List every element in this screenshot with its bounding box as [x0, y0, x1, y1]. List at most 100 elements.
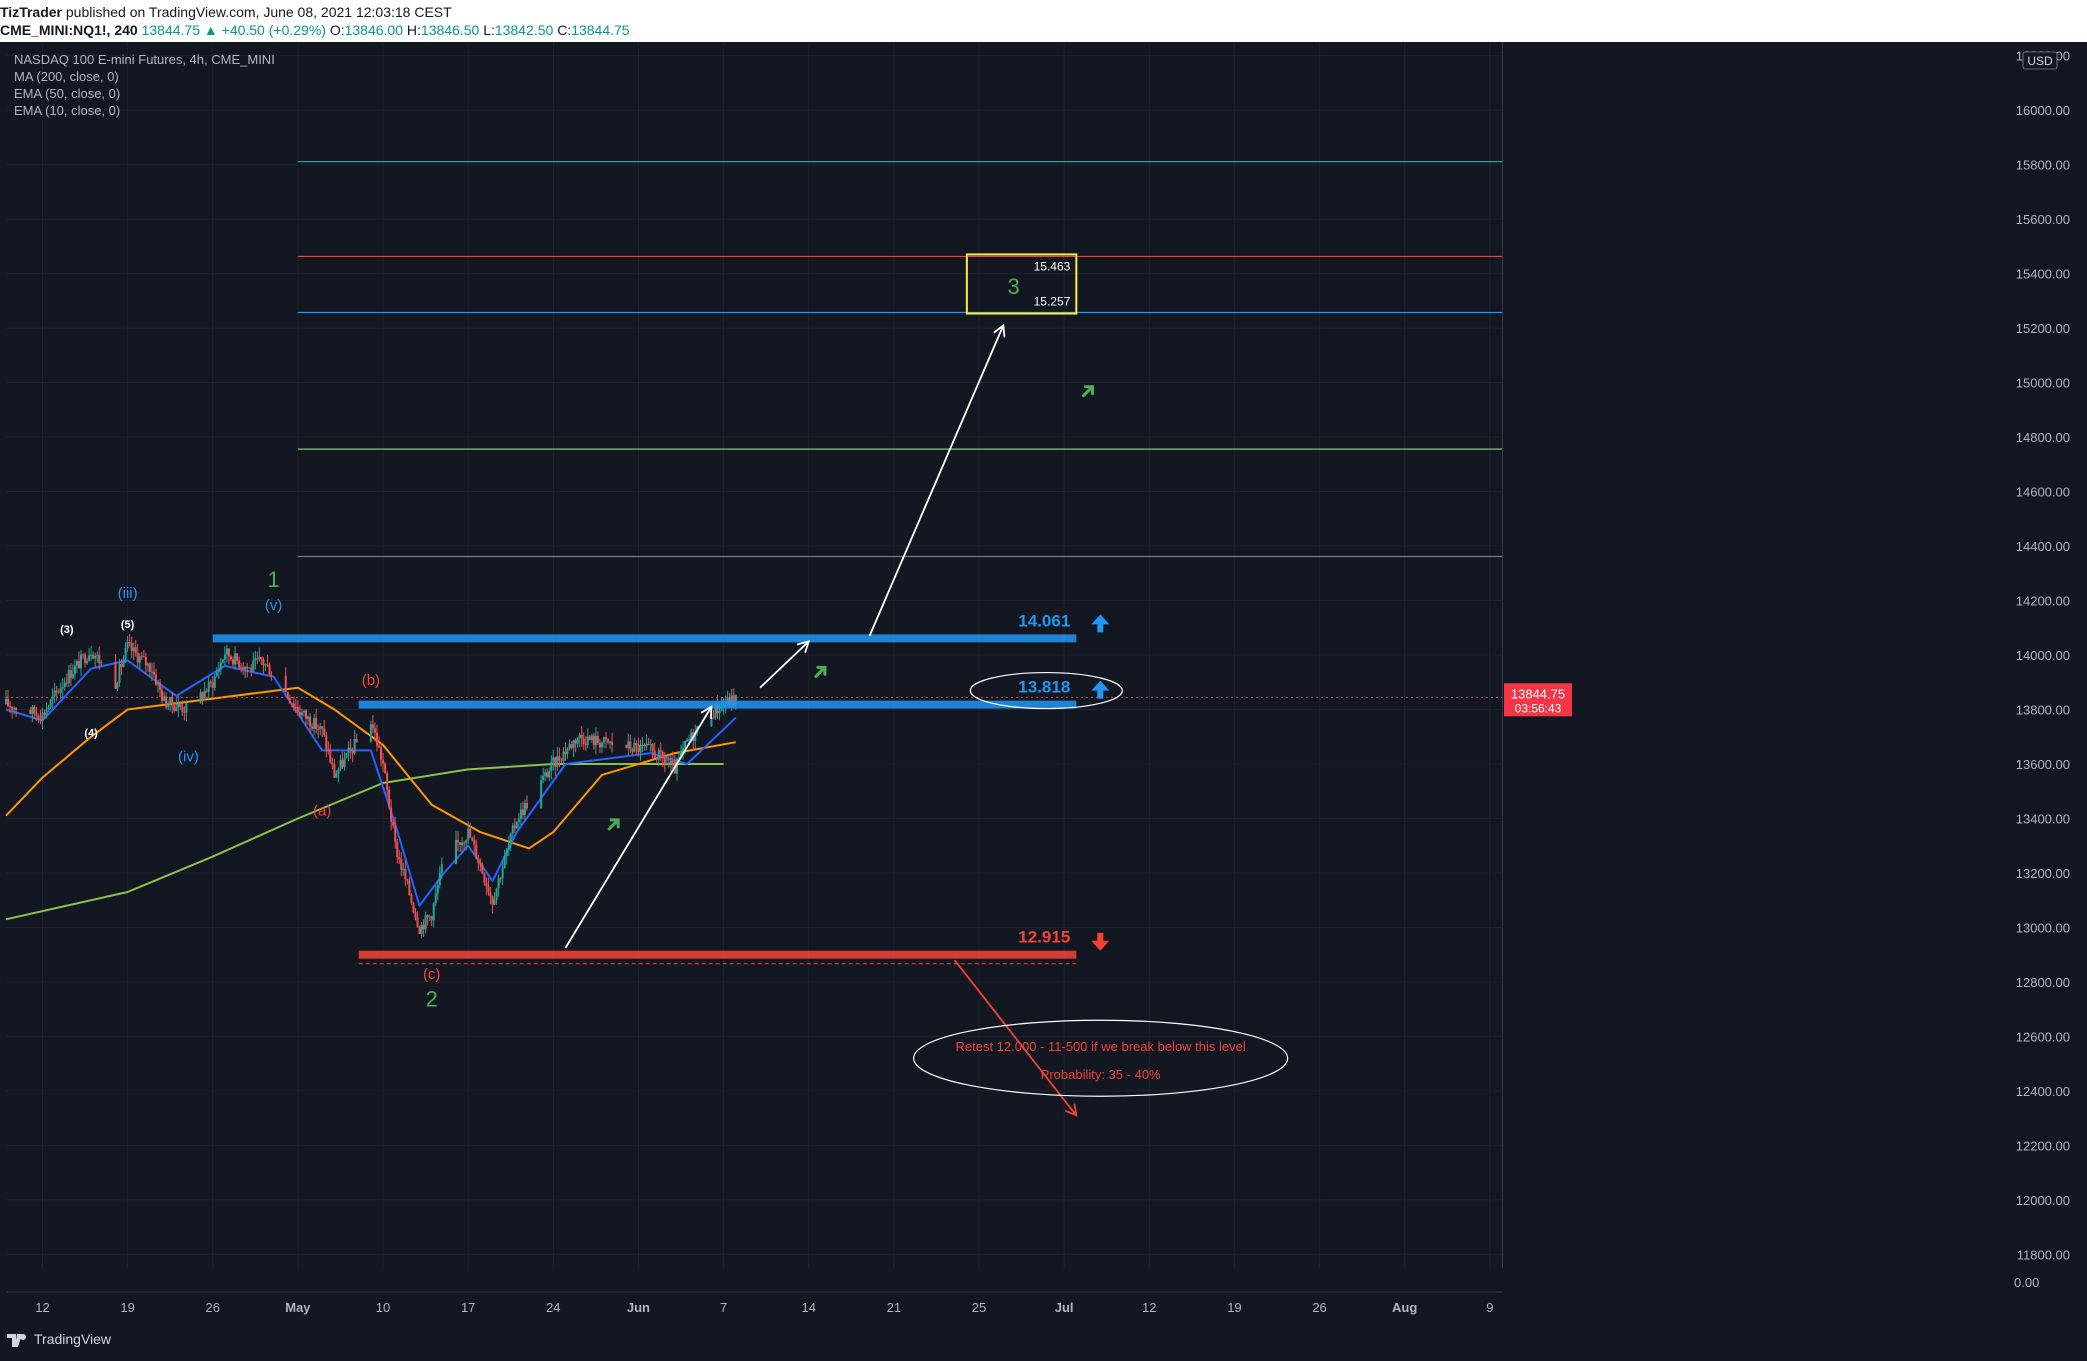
candle-body: [602, 737, 605, 743]
candle-body: [29, 710, 32, 715]
candle-body: [556, 756, 559, 767]
candle-body: [566, 748, 569, 755]
zone-price-label: 13.818: [1018, 678, 1070, 697]
price-tick-label: 14200.00: [2016, 594, 2070, 609]
legend-ma200[interactable]: MA (200, close, 0): [14, 69, 119, 84]
candle-body: [345, 753, 348, 758]
candle-body: [132, 647, 135, 652]
candle-body: [264, 664, 267, 666]
candle-body: [199, 692, 202, 704]
price-tick-label: 13600.00: [2016, 757, 2070, 772]
candle-body: [73, 665, 76, 674]
candle-body: [463, 842, 466, 844]
candle-body: [455, 839, 458, 864]
footer-brand[interactable]: TradingView: [34, 1331, 112, 1347]
candle-body: [232, 659, 235, 665]
candle-body: [266, 664, 269, 666]
candle-body: [333, 764, 336, 778]
candle-body: [576, 738, 579, 744]
candle-body: [331, 762, 334, 765]
price-tick-label: 15800.00: [2016, 158, 2070, 173]
candle-body: [467, 828, 470, 841]
candle-body: [294, 706, 297, 708]
candle-body: [215, 672, 218, 677]
candle-body: [473, 840, 476, 845]
candle-body: [570, 744, 573, 748]
candle-body: [35, 713, 38, 716]
candle-body: [574, 740, 577, 744]
candle-body: [47, 706, 50, 711]
candle-body: [238, 660, 241, 668]
candle-body: [65, 682, 68, 684]
candle-body: [578, 734, 581, 739]
target-lower-label: 15.257: [1034, 295, 1071, 309]
time-tick-label: May: [285, 1300, 311, 1315]
legend-ema50[interactable]: EMA (50, close, 0): [14, 86, 121, 101]
candle-body: [669, 760, 672, 765]
candle-body: [461, 842, 464, 846]
wave-3-label: 3: [1007, 274, 1019, 299]
candle-body: [57, 691, 60, 693]
time-axis[interactable]: 12 19 26 May 10 17 24 Jun 7 14 21 25 Jul 12 19 26 Aug 9: [0, 1288, 2087, 1320]
candle-body: [483, 873, 486, 883]
candle-body: [434, 893, 437, 904]
candle-body: [586, 736, 589, 746]
candle-body: [418, 926, 421, 934]
candle-body: [227, 648, 230, 657]
candle-body: [175, 707, 178, 711]
candle-body: [37, 715, 40, 720]
price-tick-label: 12200.00: [2016, 1138, 2070, 1153]
candle-body: [410, 894, 413, 903]
symbol-label[interactable]: CME_MINI:NQ1!, 240: [0, 22, 138, 38]
candle-body: [309, 716, 312, 727]
candle-body: [157, 682, 160, 685]
price-axis[interactable]: 16200.0016000.0015800.0015600.0015400.00…: [1502, 42, 2087, 1320]
candle-body: [211, 682, 214, 688]
target-upper-label: 15.463: [1034, 259, 1071, 273]
candle-body: [479, 862, 482, 865]
candle-body: [167, 704, 170, 708]
candle-body: [94, 655, 97, 659]
candle-body: [714, 704, 717, 718]
price-tick-label: 14400.00: [2016, 539, 2070, 554]
candle-body: [386, 772, 389, 790]
candle-body: [256, 658, 259, 660]
candle-body: [497, 878, 500, 889]
time-tick-label: Jul: [1055, 1300, 1074, 1315]
candle-body: [69, 670, 72, 679]
candle-body: [183, 711, 186, 713]
candle-body: [412, 902, 415, 913]
price-tick-label: 14000.00: [2016, 648, 2070, 663]
candle-body: [432, 903, 435, 921]
candle-body: [513, 825, 516, 829]
candle-body: [499, 878, 502, 880]
projection-arrow-line: [868, 324, 1005, 637]
author-name[interactable]: TizTrader: [0, 4, 62, 20]
wave-label: (iii): [118, 585, 138, 602]
candle-body: [161, 689, 164, 701]
candle-body: [414, 912, 417, 918]
candle-body: [31, 706, 34, 715]
candle-body: [544, 772, 547, 776]
price-tick-label: 13800.00: [2016, 702, 2070, 717]
candle-body: [59, 688, 62, 693]
legend-title[interactable]: NASDAQ 100 E-mini Futures, 4h, CME_MINI: [14, 52, 275, 67]
legend-ema10[interactable]: EMA (10, close, 0): [14, 103, 121, 118]
candle-body: [572, 740, 575, 748]
grid-layer: [6, 42, 1502, 1268]
candle-body: [43, 713, 46, 715]
zone-highlight-ellipse: [969, 671, 1123, 710]
candle-body: [321, 726, 324, 729]
candle-body: [680, 751, 683, 758]
candle-body: [580, 734, 583, 739]
publisher-line: TizTrader published on TradingView.com, …: [0, 3, 452, 21]
candle-body: [181, 706, 184, 712]
candle-body: [252, 660, 255, 671]
candle-body: [388, 789, 391, 808]
candle-body: [438, 872, 441, 886]
candle-body: [523, 802, 526, 816]
candle-body: [5, 698, 7, 705]
candle-body: [584, 743, 587, 746]
candle-body: [100, 661, 103, 664]
chart-canvas[interactable]: 2(15811.00)1.76(15463.00)1.618(15257.25)…: [0, 0, 2087, 1320]
